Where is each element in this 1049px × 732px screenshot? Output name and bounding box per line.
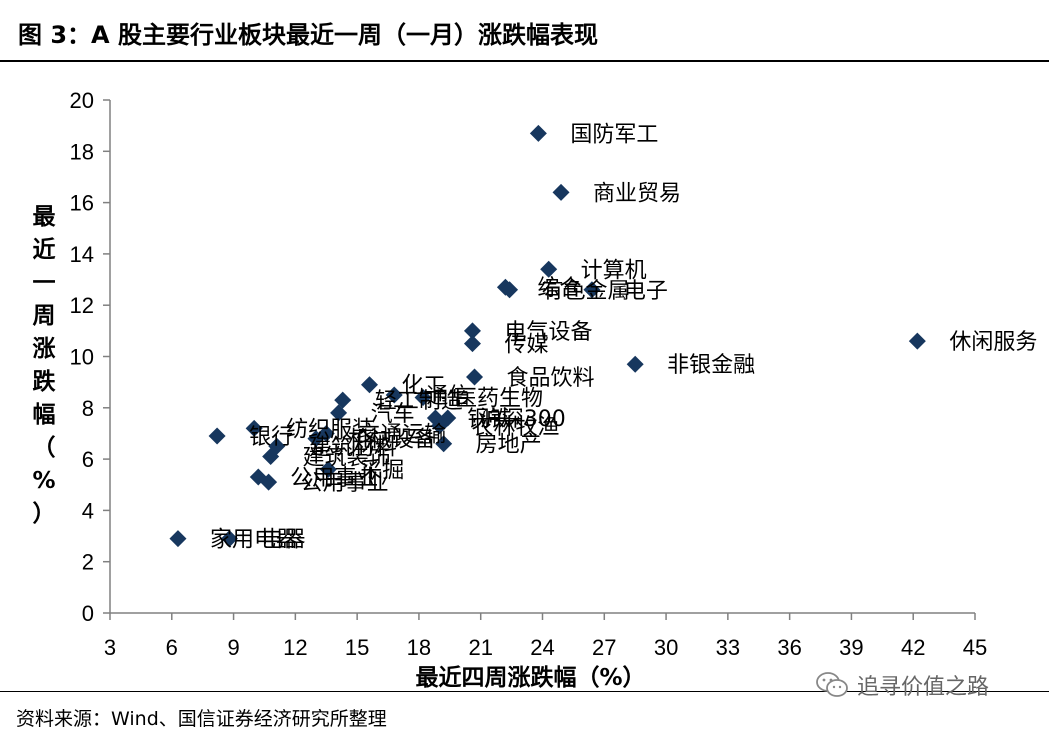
x-tick-label: 27 (592, 635, 616, 660)
data-point-label: 家用电器 (210, 528, 298, 553)
chart-points (169, 124, 926, 548)
data-point-label: 化工 (402, 374, 446, 399)
data-point-label: 电器 (261, 528, 305, 553)
data-point (262, 448, 280, 466)
data-point-label: 钢铁 (467, 407, 511, 432)
data-point (414, 389, 432, 407)
x-tick-label: 42 (901, 635, 925, 660)
x-tick-label: 33 (716, 635, 740, 660)
data-point-label: 传媒 (504, 333, 548, 358)
data-point-label: 休闲服务 (949, 330, 1037, 355)
data-point (626, 355, 644, 373)
data-point (245, 419, 263, 437)
x-tick-label: 24 (530, 635, 554, 660)
figure-title-bar: 图 3：A 股主要行业板块最近一周（一月）涨跌幅表现 (0, 10, 1049, 54)
data-point (307, 430, 325, 448)
x-axis-title: 最近四周涨跌幅（%） (415, 664, 645, 688)
x-tick-label: 9 (227, 635, 239, 660)
data-point (334, 391, 352, 409)
data-point-label: 计算机 (581, 258, 647, 283)
watermark: 追寻价值之路 (815, 668, 989, 702)
x-tick-label: 6 (166, 635, 178, 660)
x-tick-label: 30 (654, 635, 678, 660)
data-point-label: 公用事业 (290, 466, 378, 491)
y-axis-title: 最近一周涨跌幅（%） (32, 204, 56, 527)
data-point-label: 食品饮料 (507, 366, 595, 391)
data-point-label: 机械设备 (348, 428, 436, 453)
data-point-label: 有色金属 (542, 279, 630, 304)
data-point-label: 采掘 (360, 458, 404, 483)
data-point (330, 404, 348, 422)
data-point (220, 530, 238, 548)
data-point-label: 建筑材料 (309, 435, 397, 460)
data-point (435, 435, 453, 453)
x-tick-label: 15 (345, 635, 369, 660)
x-tick-label: 18 (407, 635, 431, 660)
data-point (501, 281, 519, 299)
data-point-label: 通信 (426, 384, 470, 409)
data-point-label: 房地产 (476, 433, 542, 458)
source-divider (0, 691, 1049, 692)
data-point-label: 医药生物 (455, 387, 543, 412)
data-point-label: 轻工制造 (375, 389, 463, 414)
data-point (583, 281, 601, 299)
data-point-label: 非银金融 (667, 353, 755, 378)
y-tick-label: 0 (82, 601, 94, 626)
y-tick-label: 18 (70, 139, 94, 164)
x-tick-label: 39 (839, 635, 863, 660)
title-divider (0, 60, 1049, 62)
data-point-label: 电气设备 (504, 320, 592, 345)
data-point-label: 银行 (249, 425, 293, 450)
data-point (529, 124, 547, 142)
data-point (319, 460, 337, 478)
data-point-label: 公用事业 (301, 471, 389, 496)
figure-title: 图 3：A 股主要行业板块最近一周（一月）涨跌幅表现 (18, 20, 598, 49)
data-point-label: 国防军工 (570, 122, 658, 147)
data-point (540, 260, 558, 278)
y-tick-label: 8 (82, 396, 94, 421)
source-note: 资料来源：Wind、国信证券经济研究所整理 (16, 708, 387, 730)
y-tick-label: 10 (70, 345, 94, 370)
data-point-label: 纺织服装 (286, 417, 374, 442)
watermark-text: 追寻价值之路 (857, 675, 990, 700)
x-tick-label: 36 (777, 635, 801, 660)
x-tick-label: 12 (283, 635, 307, 660)
wechat-icon (816, 672, 848, 697)
y-tick-label: 6 (82, 447, 94, 472)
data-point-label: 综合 (537, 276, 581, 301)
y-tick-label: 20 (70, 88, 94, 113)
data-point-label: 沪深300 (480, 407, 566, 432)
data-point (260, 473, 278, 491)
data-point-label: 交通运输 (358, 422, 446, 447)
data-point (463, 322, 481, 340)
data-point-label: 建筑装饰 (303, 446, 391, 471)
y-tick-label: 2 (82, 550, 94, 575)
data-point (463, 335, 481, 353)
data-point (208, 427, 226, 445)
data-point-label: 电子 (624, 279, 668, 304)
y-tick-label: 12 (70, 293, 94, 318)
data-point (431, 417, 449, 435)
data-point (908, 332, 926, 350)
y-tick-label: 16 (70, 191, 94, 216)
data-point (361, 376, 378, 394)
data-point-label: 农林牧渔 (472, 415, 560, 440)
data-point (552, 183, 570, 201)
cropped-top-strip (0, 0, 1049, 6)
data-point (466, 368, 484, 386)
y-tick-label: 14 (70, 242, 94, 267)
data-point (169, 530, 187, 548)
x-tick-label: 3 (104, 635, 116, 660)
data-point-label: 商业贸易 (593, 181, 681, 206)
data-point-label: 汽车 (371, 402, 415, 427)
y-tick-label: 4 (82, 498, 94, 523)
x-tick-label: 45 (963, 635, 987, 660)
data-point (385, 386, 403, 404)
x-tick-label: 21 (468, 635, 492, 660)
